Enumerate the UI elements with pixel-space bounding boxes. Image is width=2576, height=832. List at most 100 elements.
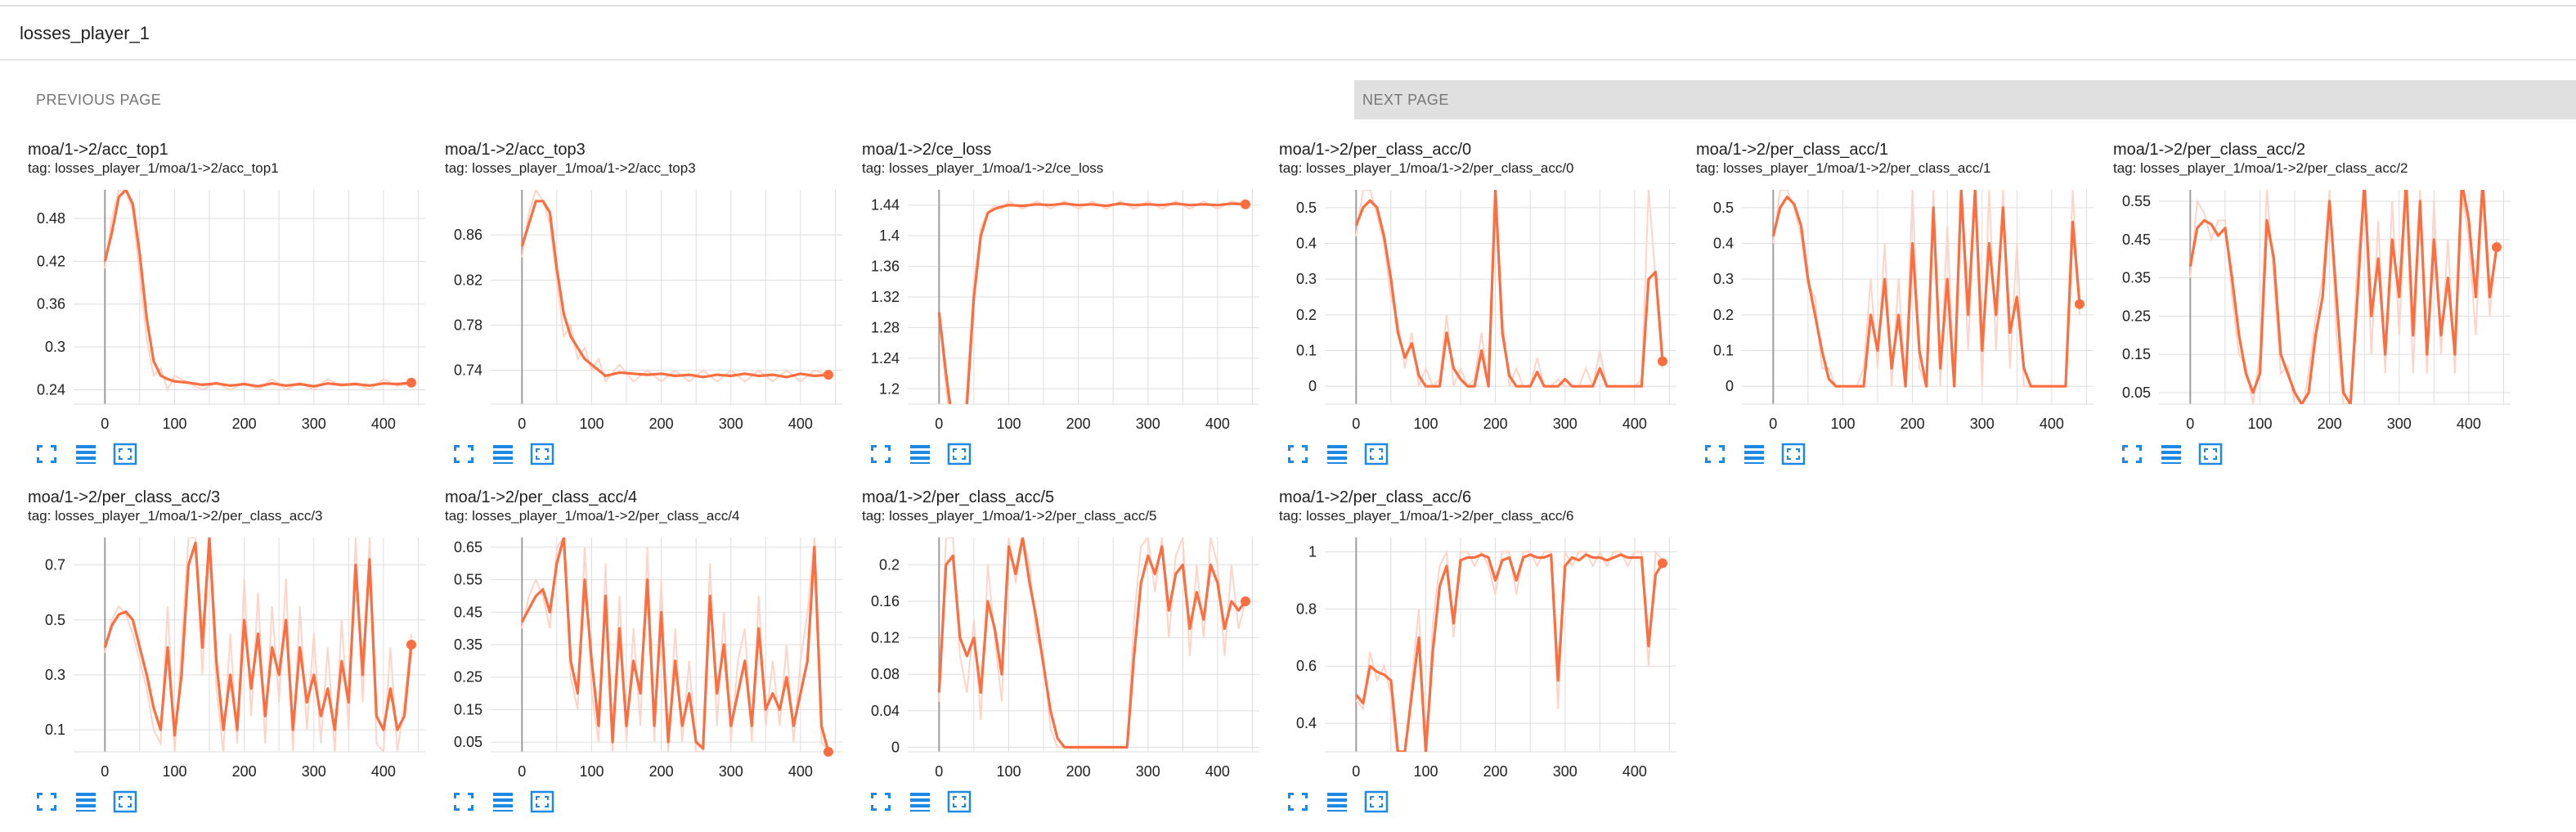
plot-area bbox=[937, 537, 1247, 749]
expand-button[interactable] bbox=[33, 789, 61, 814]
y-tick-label: 0.5 bbox=[1713, 200, 1734, 216]
list-icon bbox=[493, 793, 513, 812]
last-point-marker bbox=[406, 377, 416, 388]
chart-toolbar bbox=[2118, 442, 2224, 468]
line-chart[interactable]: 1.2 1.24 1.28 1.32 1.36 1.4 1.44 0 100 200 300 400 bbox=[859, 141, 1276, 443]
y-tick-label: 0 bbox=[1308, 378, 1317, 394]
fit-domain-icon bbox=[1364, 790, 1389, 813]
x-tick-label: 400 bbox=[2457, 416, 2481, 432]
top-divider bbox=[0, 0, 2576, 7]
line-chart[interactable]: 0.74 0.78 0.82 0.86 0 100 200 300 400 bbox=[442, 141, 859, 443]
list-icon bbox=[910, 445, 930, 464]
chart-title: moa/1->2/acc_top1 bbox=[28, 141, 168, 159]
chart-tag: tag: losses_player_1/moa/1->2/per_class_… bbox=[445, 508, 740, 524]
expand-icon bbox=[2122, 445, 2142, 463]
raw-series-line bbox=[938, 200, 1246, 404]
list-icon bbox=[1744, 445, 1764, 464]
toggle-log-scale-button[interactable] bbox=[1740, 442, 1768, 466]
chart-card: moa/1->2/per_class_acc/5 tag: losses_play… bbox=[859, 488, 1276, 832]
smoothed-series-line bbox=[1771, 190, 2081, 388]
line-chart[interactable]: 0.24 0.3 0.36 0.42 0.48 0 100 200 300 400 bbox=[25, 141, 442, 443]
x-tick-label: 300 bbox=[1970, 416, 1995, 432]
x-tick-label: 400 bbox=[1622, 416, 1647, 432]
last-point-marker bbox=[2491, 242, 2502, 253]
fit-domain-icon bbox=[947, 790, 972, 813]
last-point-marker bbox=[1240, 199, 1250, 209]
y-tick-label: 0.2 bbox=[1296, 307, 1317, 323]
expand-button[interactable] bbox=[1284, 789, 1312, 814]
expand-button[interactable] bbox=[867, 442, 895, 466]
fit-domain-button[interactable] bbox=[2197, 442, 2224, 466]
x-tick-label: 0 bbox=[518, 763, 526, 780]
chart-toolbar bbox=[1284, 442, 1390, 468]
y-tick-label: 0.78 bbox=[454, 317, 482, 333]
smoothed-series-line bbox=[1355, 553, 1664, 752]
x-tick-label: 400 bbox=[1622, 763, 1647, 780]
x-tick-label: 400 bbox=[788, 416, 813, 432]
fit-domain-button[interactable] bbox=[528, 789, 556, 814]
x-tick-label: 300 bbox=[302, 763, 326, 780]
toggle-log-scale-button[interactable] bbox=[1323, 789, 1351, 814]
fit-domain-button[interactable] bbox=[111, 789, 139, 814]
x-tick-label: 0 bbox=[935, 763, 943, 780]
x-tick-label: 100 bbox=[996, 763, 1021, 780]
toggle-log-scale-button[interactable] bbox=[2157, 442, 2185, 466]
expand-button[interactable] bbox=[450, 789, 478, 814]
fit-domain-button[interactable] bbox=[111, 442, 139, 466]
fit-domain-button[interactable] bbox=[1779, 442, 1807, 466]
chart-title: moa/1->2/per_class_acc/2 bbox=[2113, 141, 2306, 159]
x-tick-label: 400 bbox=[788, 763, 813, 780]
last-point-marker bbox=[1657, 356, 1667, 367]
line-chart[interactable]: 0.05 0.15 0.25 0.35 0.45 0.55 0 100 200 300 400 bbox=[2110, 141, 2527, 443]
toggle-log-scale-button[interactable] bbox=[489, 442, 517, 466]
chart-title: moa/1->2/per_class_acc/6 bbox=[1279, 488, 1472, 506]
chart-tag: tag: losses_player_1/moa/1->2/per_class_… bbox=[862, 508, 1157, 524]
fit-domain-button[interactable] bbox=[1362, 789, 1390, 814]
fit-domain-icon bbox=[1781, 443, 1806, 465]
fit-domain-button[interactable] bbox=[1362, 442, 1390, 466]
fit-domain-button[interactable] bbox=[945, 442, 973, 466]
y-tick-label: 1.24 bbox=[871, 350, 900, 367]
line-chart[interactable]: 0 0.04 0.08 0.12 0.16 0.2 0 100 200 300 400 bbox=[859, 488, 1276, 791]
toggle-log-scale-button[interactable] bbox=[1323, 442, 1351, 466]
y-tick-label: 0.25 bbox=[454, 669, 482, 686]
toggle-log-scale-button[interactable] bbox=[906, 442, 934, 466]
x-tick-label: 200 bbox=[2318, 416, 2342, 432]
next-page-button[interactable]: NEXT PAGE bbox=[1354, 80, 2576, 119]
x-tick-label: 200 bbox=[1483, 763, 1508, 780]
expand-button[interactable] bbox=[33, 442, 61, 466]
x-tick-label: 400 bbox=[1205, 416, 1230, 432]
fit-domain-button[interactable] bbox=[528, 442, 556, 466]
line-chart[interactable]: 0 0.1 0.2 0.3 0.4 0.5 0 100 200 300 400 bbox=[1276, 141, 1693, 443]
line-chart[interactable]: 0 0.1 0.2 0.3 0.4 0.5 0 100 200 300 400 bbox=[1693, 141, 2110, 443]
x-tick-label: 400 bbox=[2040, 416, 2064, 432]
toggle-log-scale-button[interactable] bbox=[906, 789, 934, 814]
previous-page-button[interactable]: PREVIOUS PAGE bbox=[25, 80, 1349, 119]
fit-domain-button[interactable] bbox=[945, 789, 973, 814]
toggle-log-scale-button[interactable] bbox=[72, 789, 100, 814]
expand-button[interactable] bbox=[867, 789, 895, 814]
line-chart[interactable]: 0.4 0.6 0.8 1 0 100 200 300 400 bbox=[1276, 488, 1693, 791]
y-tick-label: 0.16 bbox=[871, 593, 900, 609]
y-tick-label: 0.5 bbox=[45, 612, 65, 628]
chart-toolbar bbox=[867, 789, 973, 816]
group-header: losses_player_1 bbox=[0, 7, 2576, 61]
y-tick-label: 0.65 bbox=[454, 539, 482, 555]
toggle-log-scale-button[interactable] bbox=[489, 789, 517, 814]
y-tick-label: 0.45 bbox=[454, 604, 482, 620]
toggle-log-scale-button[interactable] bbox=[72, 442, 100, 466]
line-chart[interactable]: 0.05 0.15 0.25 0.35 0.45 0.55 0.65 0 100 200 300 40… bbox=[442, 488, 859, 791]
expand-button[interactable] bbox=[450, 442, 478, 466]
expand-button[interactable] bbox=[1701, 442, 1729, 466]
line-chart[interactable]: 0.1 0.3 0.5 0.7 0 100 200 300 400 bbox=[25, 488, 442, 791]
expand-icon bbox=[454, 793, 473, 811]
expand-button[interactable] bbox=[1284, 442, 1312, 466]
x-tick-label: 200 bbox=[1066, 416, 1091, 432]
expand-button[interactable] bbox=[2118, 442, 2146, 466]
y-tick-label: 1.28 bbox=[871, 319, 900, 335]
x-tick-label: 200 bbox=[1066, 763, 1091, 780]
chart-tag: tag: losses_player_1/moa/1->2/per_class_… bbox=[1696, 160, 1991, 176]
x-tick-label: 200 bbox=[1483, 416, 1508, 432]
expand-icon bbox=[1288, 793, 1308, 811]
chart-title: moa/1->2/per_class_acc/1 bbox=[1696, 141, 1889, 159]
